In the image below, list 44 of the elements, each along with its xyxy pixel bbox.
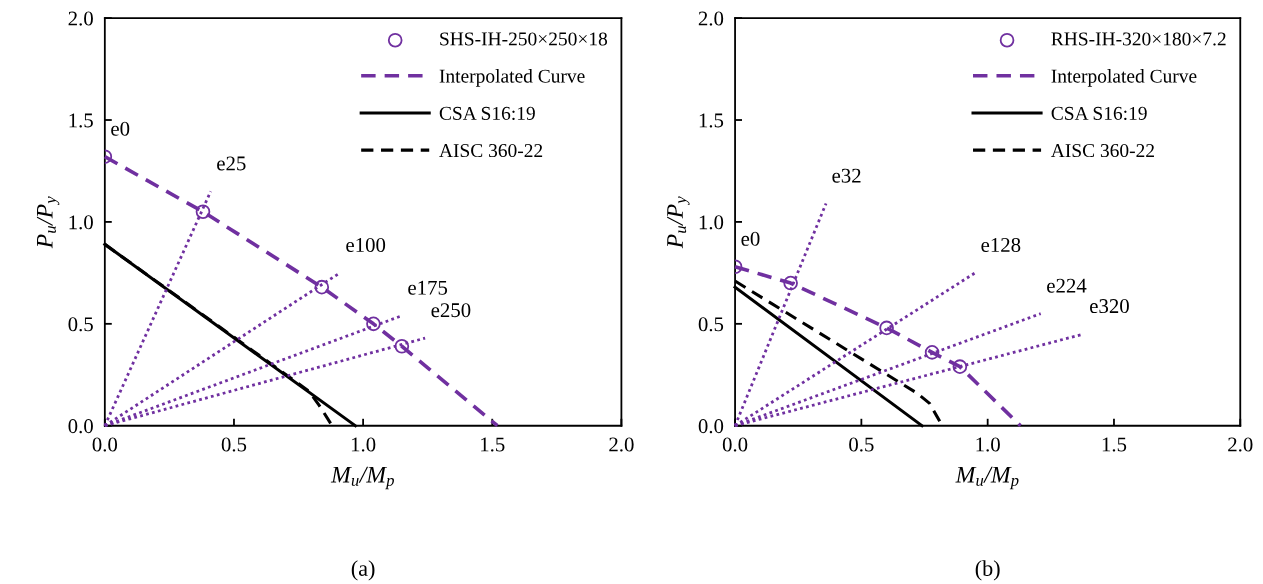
legend-label: SHS-IH-250×250×18 [440, 32, 608, 46]
y-axis-title: P$_{u}$/P$_{y}$ [667, 196, 690, 249]
x-tick-label: 1.0 [976, 437, 1000, 452]
annotation: e25 [217, 156, 246, 171]
x-tick-label: 0.5 [849, 437, 874, 452]
annotation: e32 [832, 168, 861, 183]
x-tick-label: 2.0 [1228, 437, 1253, 452]
annotation: e128 [981, 237, 1021, 252]
legend-label: Interpolated Curve [1051, 69, 1197, 87]
x-tick-label: 1.5 [1102, 437, 1127, 452]
x-tick-label: 0.0 [722, 437, 748, 452]
text: (b) [975, 560, 1000, 581]
legend-label: AISC 360-22 [439, 143, 543, 158]
annotation: e0 [111, 121, 130, 136]
x-axis-title: M$_{u}$/M$_{p}$ [955, 466, 1019, 490]
annotation: e175 [408, 280, 448, 295]
annotation: e320 [1090, 299, 1129, 314]
x-tick-label: 1.0 [351, 437, 376, 452]
y-axis-title: P$_{u}$/P$_{y}$ [36, 196, 60, 249]
annotation: e100 [346, 237, 386, 252]
y-tick-label: 1.5 [69, 113, 93, 128]
y-tick-label: 2.0 [698, 11, 724, 26]
x-tick-label: 1.5 [481, 437, 505, 452]
x-tick-label: 2.0 [609, 437, 634, 452]
y-tick-label: 1.5 [699, 113, 724, 128]
x-tick-label: 0.0 [92, 437, 118, 452]
y-tick-label: 1.0 [699, 215, 724, 230]
legend-label: Interpolated Curve [439, 69, 585, 87]
legend-label: CSA S16:19 [1051, 106, 1147, 120]
annotation: e224 [1047, 278, 1087, 293]
x-axis-title: M$_{u}$/M$_{p}$ [330, 466, 394, 490]
text: (a) [351, 560, 375, 581]
y-tick-label: 0.0 [68, 419, 93, 434]
y-tick-label: 0.5 [68, 317, 93, 332]
legend-label: CSA S16:19 [439, 106, 535, 120]
y-tick-label: 1.0 [69, 215, 93, 230]
legend-label: AISC 360-22 [1050, 143, 1154, 158]
y-tick-label: 0.5 [698, 317, 724, 332]
x-tick-label: 0.5 [221, 437, 247, 452]
annotation: e0 [741, 231, 760, 246]
y-tick-label: 0.0 [698, 419, 724, 434]
legend-label: RHS-IH-320×180×7.2 [1051, 32, 1226, 46]
annotation: e250 [431, 303, 471, 318]
y-tick-label: 2.0 [68, 11, 93, 26]
